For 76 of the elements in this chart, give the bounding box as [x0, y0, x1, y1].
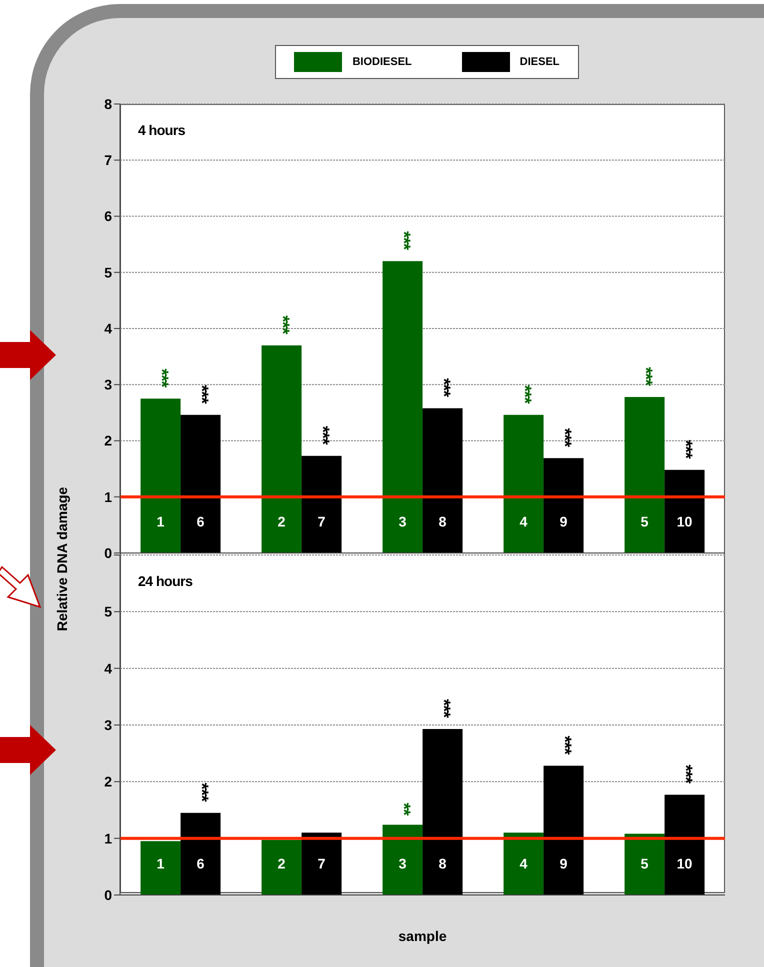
bar: [262, 840, 302, 895]
annotation: 10: [676, 856, 693, 872]
bar: [664, 470, 705, 553]
bar: [544, 766, 584, 895]
legend-label: BIODIESEL: [352, 56, 412, 68]
y-tick-label: 2: [104, 432, 112, 449]
bar: [664, 794, 705, 895]
annotation: 4: [520, 856, 528, 872]
bar: [504, 832, 544, 895]
y-tick-label: 0: [104, 886, 112, 903]
annotation: 1: [156, 856, 165, 872]
annotation: 7: [318, 856, 326, 872]
bar: [140, 841, 181, 895]
annotation: 9: [560, 856, 568, 872]
text: 4 hours: [138, 122, 186, 138]
legend-label: DIESEL: [520, 56, 560, 68]
bar: [422, 408, 463, 553]
annotation: 6: [196, 856, 205, 872]
annotation: 3: [398, 514, 407, 530]
annotation: 8: [438, 856, 447, 872]
data-label: ***: [394, 231, 414, 250]
y-tick-label: 1: [104, 830, 112, 846]
data-label: ***: [434, 698, 454, 718]
bar: [262, 345, 302, 553]
data-label: ***: [434, 378, 454, 398]
y-tick-label: 3: [104, 376, 112, 393]
data-label: ***: [192, 384, 212, 404]
data-label: ***: [636, 366, 656, 386]
bar: [180, 414, 221, 553]
data-label: ***: [312, 426, 333, 445]
annotation: 6: [196, 514, 205, 530]
y-tick-label: 2: [104, 774, 112, 790]
data-label: ***: [554, 736, 575, 755]
annotation: 8: [438, 514, 447, 530]
y-tick-label: 0: [104, 544, 112, 561]
annotation: 5: [640, 856, 649, 872]
annotation: 2: [278, 514, 286, 530]
bar: [382, 261, 423, 553]
y-tick-label: 3: [104, 716, 112, 733]
data-label: ***: [676, 440, 696, 459]
y-axis-title: Relative DNA damage: [54, 486, 70, 632]
y-tick-label: 1: [104, 488, 112, 505]
annotation: 4: [520, 514, 528, 530]
data-label: ***: [272, 315, 293, 334]
annotation: 10: [676, 514, 693, 530]
y-tick-label: 7: [104, 152, 112, 168]
data-label: ***: [192, 782, 212, 802]
y-tick-label: 8: [104, 96, 112, 112]
bar: [302, 456, 342, 553]
bar: [624, 834, 665, 895]
text: 24 hours: [138, 573, 192, 589]
annotation: 5: [640, 514, 649, 530]
bar: [544, 458, 584, 553]
x-axis-title: sample: [398, 928, 447, 944]
annotation: 7: [318, 514, 326, 530]
y-tick-label: 4: [104, 660, 112, 676]
bar: [382, 824, 423, 895]
bar: [140, 398, 181, 553]
data-label: ***: [152, 368, 172, 388]
y-tick-label: 5: [104, 264, 112, 280]
bar: [422, 728, 463, 895]
y-tick-label: 6: [104, 208, 112, 224]
data-label: ***: [554, 428, 575, 448]
bar: [504, 414, 544, 553]
annotation: 3: [398, 856, 407, 872]
annotation: 2: [278, 856, 286, 872]
bar: [302, 832, 342, 895]
y-tick-label: 4: [104, 320, 112, 336]
annotation: 9: [560, 514, 568, 530]
data-label: ***: [676, 764, 696, 784]
y-tick-label: 5: [104, 604, 112, 620]
data-label: **: [394, 802, 414, 816]
annotation: 1: [156, 514, 165, 530]
data-label: ***: [514, 384, 535, 404]
bar: [180, 812, 221, 895]
bar: [624, 396, 665, 553]
